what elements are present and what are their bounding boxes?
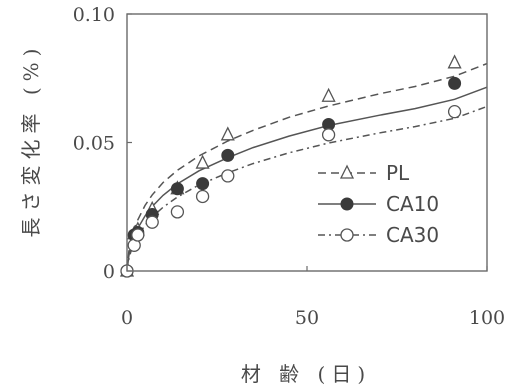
data-point-ca30 <box>145 215 159 229</box>
legend-label-ca30: CA30 <box>386 223 439 247</box>
data-point-ca30 <box>447 105 462 119</box>
x-axis-title: 材 齢 (日) <box>241 362 371 386</box>
data-point-ca30 <box>170 205 185 219</box>
data-point-pl <box>447 54 462 69</box>
x-tick-label: 100 <box>469 307 505 329</box>
data-point-pl <box>321 87 336 102</box>
legend-marker-pl <box>339 164 355 179</box>
y-tick-label: 0 <box>103 261 115 283</box>
x-tick-label: 0 <box>121 307 133 329</box>
legend: PL CA10 CA30 <box>318 161 439 247</box>
data-point-ca30 <box>221 169 235 183</box>
data-point-ca10 <box>221 148 235 162</box>
data-point-pl <box>195 154 210 169</box>
data-point-ca30 <box>195 189 210 204</box>
legend-marker-ca30 <box>340 228 354 242</box>
fit-curve-ca30 <box>126 105 488 272</box>
x-tick-label: 50 <box>295 307 319 329</box>
legend-label-ca10: CA10 <box>386 192 439 216</box>
y-tick-label: 0.05 <box>73 133 115 155</box>
data-point-ca10 <box>196 177 210 191</box>
data-point-ca30 <box>321 128 336 142</box>
axes: 0 50 100 0 0.05 0.10 <box>73 4 505 329</box>
legend-marker-ca10 <box>340 197 354 211</box>
y-axis-title: 長さ変化率 (%) <box>19 43 43 238</box>
y-tick-label: 0.10 <box>73 4 115 26</box>
data-point-ca10 <box>170 182 184 196</box>
data-point-ca10 <box>448 76 462 90</box>
legend-label-pl: PL <box>386 161 410 185</box>
data-point-pl <box>220 126 235 141</box>
data-point-ca30 <box>131 228 145 242</box>
